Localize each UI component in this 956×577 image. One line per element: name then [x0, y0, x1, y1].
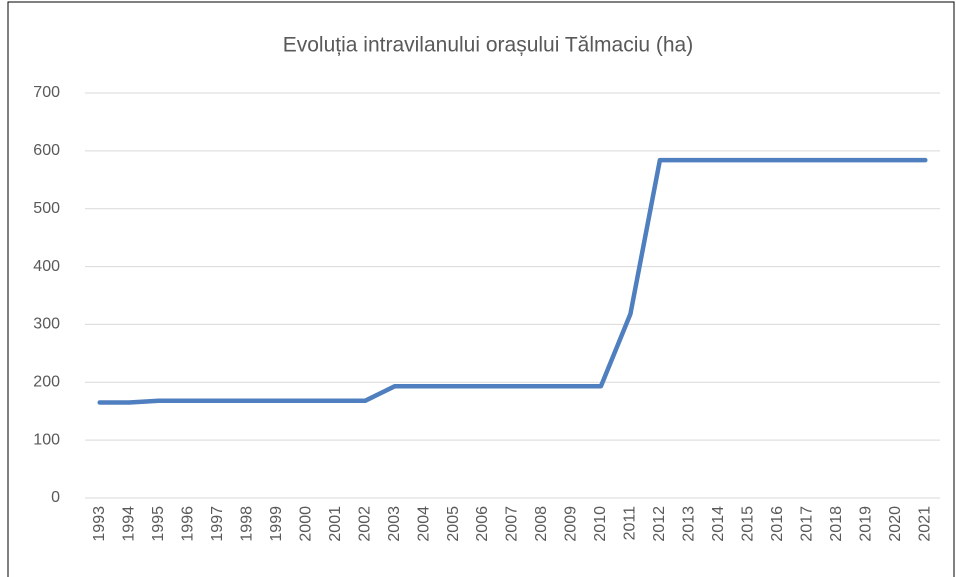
x-tick-label: 1998 [238, 506, 255, 542]
x-tick-label: 2001 [327, 506, 344, 542]
x-tick-label: 1996 [179, 506, 196, 542]
x-tick-label: 2010 [592, 506, 609, 542]
y-tick-label: 200 [33, 374, 60, 391]
x-tick-label: 2004 [415, 506, 432, 542]
x-tick-label: 2000 [297, 506, 314, 542]
y-tick-label: 700 [33, 84, 60, 101]
chart-border [7, 1, 955, 577]
x-tick-label: 2017 [799, 506, 816, 542]
x-tick-label: 2006 [474, 506, 491, 542]
y-tick-label: 100 [33, 431, 60, 448]
x-tick-label: 2008 [533, 506, 550, 542]
x-tick-label: 1993 [91, 506, 108, 542]
data-line [97, 157, 928, 405]
y-tick-label: 600 [33, 142, 60, 159]
x-tick-label: 1994 [120, 506, 137, 542]
x-tick-label: 2002 [356, 506, 373, 542]
x-tick-label: 2003 [386, 506, 403, 542]
x-tick-label: 1997 [209, 506, 226, 542]
y-tick-label: 0 [51, 489, 60, 506]
x-tick-label: 1999 [268, 506, 285, 542]
x-tick-label: 2019 [858, 506, 875, 542]
x-tick-label: 2015 [740, 506, 757, 542]
x-tick-label: 2009 [563, 506, 580, 542]
y-tick-label: 400 [33, 258, 60, 275]
chart-title: Evoluția intravilanului orașului Tălmaci… [283, 34, 693, 57]
x-tick-label: 2018 [828, 506, 845, 542]
x-tick-label: 2014 [710, 506, 727, 542]
x-tick-label: 2021 [916, 506, 933, 542]
x-tick-label: 2007 [504, 506, 521, 542]
x-tick-label: 2016 [769, 506, 786, 542]
x-tick-label: 2005 [445, 506, 462, 542]
y-tick-label: 300 [33, 316, 60, 333]
x-tick-label: 2011 [622, 506, 639, 541]
x-tick-label: 2012 [651, 506, 668, 542]
y-tick-label: 500 [33, 200, 60, 217]
x-tick-label: 2013 [681, 506, 698, 542]
x-tick-label: 2020 [887, 506, 904, 542]
x-tick-label: 1995 [150, 506, 167, 542]
